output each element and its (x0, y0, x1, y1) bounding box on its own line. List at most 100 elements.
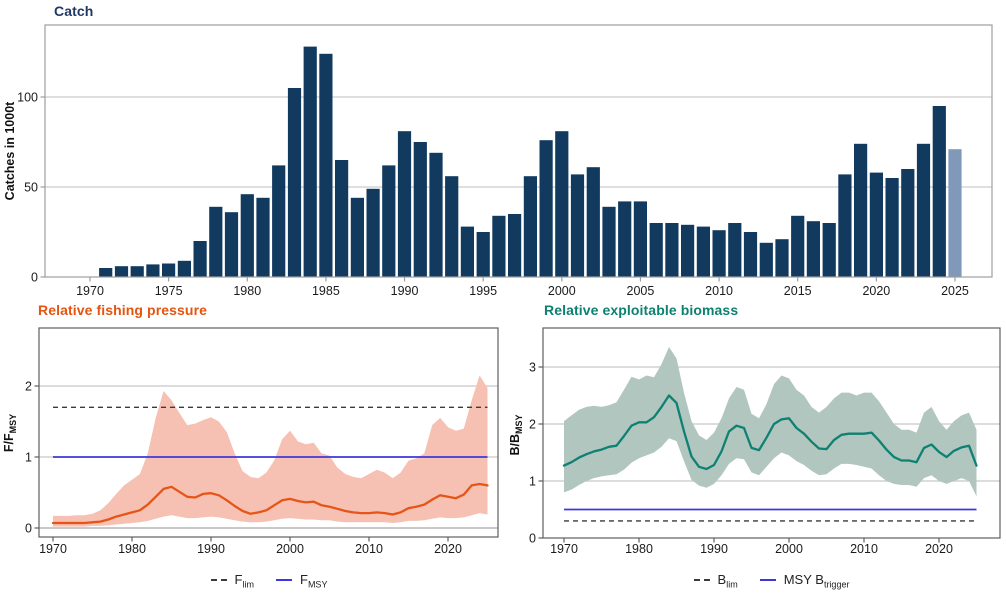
catch-bar (177, 260, 191, 277)
fishing-pressure-plot-border (38, 327, 499, 538)
biomass-x-tick-label: 1980 (625, 542, 653, 556)
catch-bar (570, 174, 585, 277)
catch-bar (712, 230, 726, 277)
catch-x-tick-label: 1975 (155, 284, 183, 298)
biomass-x-tick-label: 2000 (775, 542, 803, 556)
catch-y-tick-label: 100 (17, 91, 38, 105)
catch-bar (618, 201, 632, 277)
biomass-x-tick-label: 1970 (550, 542, 578, 556)
catch-bar (681, 224, 695, 277)
catch-bar (366, 188, 380, 277)
catch-bar (224, 212, 239, 277)
fishing-pressure-legend: Flim FMSY (39, 572, 499, 590)
biomass-x-tick-label: 2010 (850, 542, 878, 556)
catch-plot-border (44, 24, 993, 278)
biomass-confidence-band (564, 347, 977, 497)
flim-label-sub: lim (242, 579, 254, 590)
catch-bar (728, 223, 742, 277)
catch-bar (696, 226, 710, 277)
catch-x-tick-label: 1995 (469, 284, 497, 298)
fishing-pressure-x-tick-label: 2020 (434, 542, 462, 556)
fishing-pressure-y-axis-label-sub: MSY (8, 414, 18, 434)
biomass-median-line (562, 394, 978, 471)
blim-label: Blim (718, 572, 738, 590)
legend-item-flim: Flim (210, 572, 254, 590)
catch-bar (555, 131, 569, 277)
catch-bar (916, 143, 931, 277)
catch-bar (429, 152, 443, 277)
biomass-y-axis-label-base: B/B (510, 434, 522, 456)
catch-bar (602, 206, 616, 277)
biomass-x-tick-label: 2020 (925, 542, 953, 556)
catch-bar (162, 263, 176, 277)
catch-bar (476, 232, 490, 277)
legend-item-msy-btrigger: MSY Btrigger (759, 572, 850, 590)
catch-bar-chart: 1970 1975 1980 1985 1990 1995 2000 2005 2010 2015… (3, 24, 993, 298)
biomass-y-tick-label: 1 (529, 475, 536, 489)
catch-bar (445, 176, 459, 277)
flim-label: Flim (235, 572, 254, 590)
catch-bar (130, 266, 144, 277)
catch-x-tick-label: 1990 (391, 284, 419, 298)
catch-x-tick-label: 2020 (862, 284, 890, 298)
fmsy-label-base: F (299, 572, 308, 587)
catch-bar (775, 239, 789, 277)
fishing-pressure-y-tick-label: 2 (25, 380, 32, 394)
catch-bar (822, 223, 836, 277)
catch-bar (460, 226, 474, 277)
fmsy-label: FMSY (300, 572, 327, 590)
catch-bar (350, 197, 364, 277)
catch-bar (209, 206, 223, 277)
legend-item-blim: Blim (693, 572, 738, 590)
fishing-pressure-x-tick-label: 1980 (118, 542, 146, 556)
biomass-legend: Blim MSY Btrigger (543, 572, 1000, 590)
catch-bar (114, 266, 129, 277)
fishing-pressure-x-tick-label: 2000 (276, 542, 304, 556)
fmsy-solid-line-swatch (275, 579, 292, 581)
blim-label-sub: lim (726, 579, 738, 590)
fishing-pressure-median-line (51, 482, 489, 525)
msy-btrigger-label-base: MSY B (783, 572, 824, 587)
biomass-chart: 1970 1980 1990 2000 2010 2020 0 1 2 3 B/BMSY (510, 327, 1001, 556)
catch-bar (193, 241, 207, 277)
catch-x-tick-label: 2015 (784, 284, 812, 298)
catch-bar (759, 242, 773, 277)
catch-bar (523, 176, 537, 277)
fishing-pressure-chart: 1970 1980 1990 2000 2010 2020 0 1 2 F/FMSY (2, 327, 499, 556)
flim-dashed-line-swatch (210, 579, 227, 581)
catch-bar (146, 264, 160, 277)
biomass-plot-border (542, 327, 1001, 539)
fishing-pressure-y-axis-label: F/FMSY (2, 414, 18, 452)
flim-label-base: F (234, 572, 243, 587)
msy-btrigger-label: MSY Btrigger (784, 572, 850, 590)
catch-bar (382, 165, 396, 277)
catch-x-tick-label: 1980 (233, 284, 261, 298)
fishing-pressure-title: Relative fishing pressure (38, 302, 208, 318)
catch-x-tick-label: 1985 (312, 284, 340, 298)
catch-bar (586, 167, 600, 277)
catch-bar (948, 149, 962, 277)
fishing-pressure-confidence-band (53, 375, 488, 527)
catch-bar (791, 215, 805, 277)
catch-y-axis-label: Catches in 1000t (3, 101, 17, 200)
blim-dashed-line-swatch (693, 579, 710, 581)
catch-bar (885, 178, 899, 277)
biomass-title: Relative exploitable biomass (544, 302, 739, 318)
catch-bar (319, 53, 333, 277)
catch-bar (806, 221, 820, 277)
catch-bar (287, 88, 302, 277)
catch-x-tick-label: 2000 (548, 284, 576, 298)
catch-bar (633, 201, 647, 277)
catch-bar (665, 223, 679, 277)
msy-btrigger-solid-line-swatch (759, 579, 776, 581)
legend-item-fmsy: FMSY (275, 572, 327, 590)
catch-bar (397, 131, 412, 277)
catch-bar (272, 165, 286, 277)
catch-bar (649, 223, 663, 277)
catch-bar (256, 197, 270, 277)
catch-bar (303, 46, 317, 277)
biomass-y-axis-label: B/BMSY (510, 414, 524, 455)
fishing-pressure-x-tick-label: 1990 (197, 542, 225, 556)
catch-bar (932, 106, 946, 277)
catch-chart-title: Catch (54, 3, 94, 19)
